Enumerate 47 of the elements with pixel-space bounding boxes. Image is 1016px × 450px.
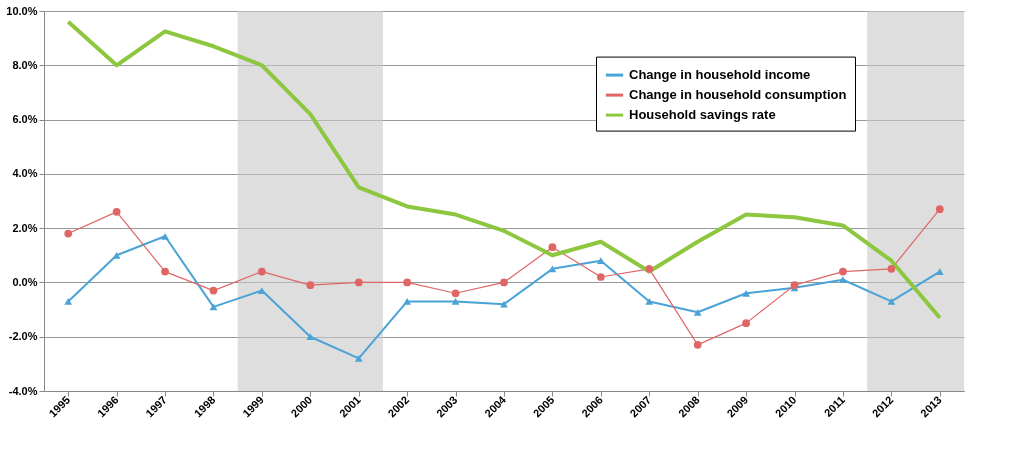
- point: [839, 267, 847, 276]
- point: [112, 251, 121, 259]
- y-tick-label: -2.0%: [8, 330, 38, 343]
- legend-label: Change in household income: [629, 67, 811, 83]
- point: [161, 232, 169, 240]
- y-tick-label: 6.0%: [12, 113, 38, 126]
- line-series: [66, 19, 942, 320]
- point: [500, 278, 508, 287]
- point: [112, 207, 121, 216]
- point: [209, 303, 218, 311]
- point: [161, 267, 169, 276]
- point: [209, 286, 218, 295]
- y-tick-label: 10.0%: [6, 4, 38, 17]
- point: [935, 205, 944, 214]
- point: [403, 298, 412, 305]
- point: [742, 319, 750, 328]
- point: [742, 289, 750, 297]
- point: [548, 243, 557, 252]
- legend-label: Change in household consumption: [629, 87, 847, 103]
- point: [645, 264, 654, 273]
- point: [935, 268, 944, 275]
- point: [548, 265, 557, 273]
- point: [306, 281, 315, 290]
- y-tick-label: 2.0%: [12, 221, 38, 234]
- y-tick-label: -4.0%: [8, 384, 38, 397]
- point: [354, 278, 363, 287]
- point: [354, 355, 363, 362]
- point: [839, 276, 847, 284]
- point: [258, 267, 266, 276]
- point: [306, 333, 315, 341]
- point: [451, 298, 460, 305]
- legend-label: Household savings rate: [629, 107, 776, 123]
- point: [596, 257, 605, 265]
- point: [64, 298, 73, 305]
- point: [403, 278, 412, 287]
- y-tick-label: 8.0%: [12, 58, 38, 71]
- point: [451, 289, 460, 298]
- point: [887, 264, 896, 273]
- point: [645, 298, 654, 305]
- point: [693, 340, 702, 349]
- y-tick-label: 0.0%: [12, 275, 38, 288]
- point: [693, 308, 702, 316]
- point: [258, 287, 266, 294]
- point: [596, 273, 605, 281]
- point: [887, 298, 896, 305]
- y-tick-label: 4.0%: [12, 167, 38, 180]
- point: [64, 229, 73, 238]
